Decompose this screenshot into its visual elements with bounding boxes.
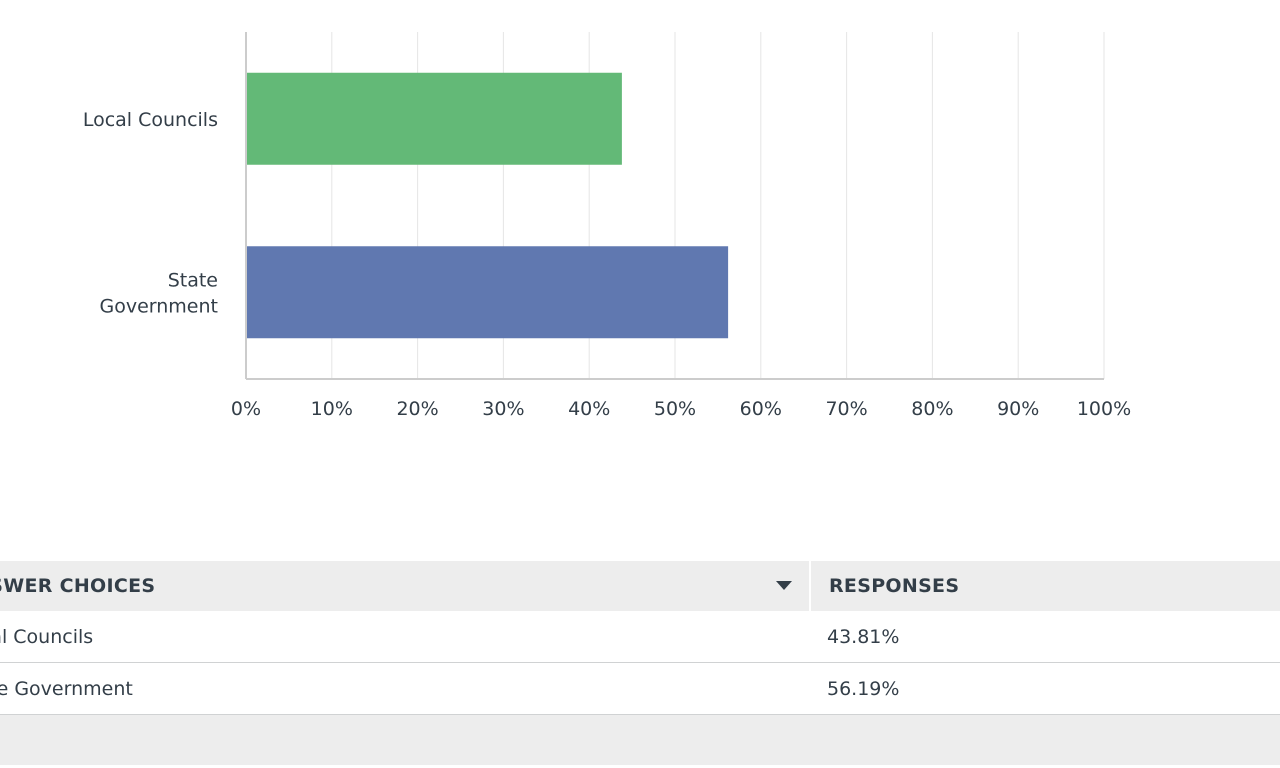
table-footer-row <box>0 715 1280 765</box>
x-tick-label: 60% <box>740 398 782 420</box>
choice-cell: State Government <box>0 663 807 714</box>
x-tick-label: 30% <box>482 398 524 420</box>
category-label: Local Councils <box>83 109 218 131</box>
x-tick-label: 80% <box>911 398 953 420</box>
response-cell: 56.19% <box>827 677 900 700</box>
category-label: State <box>168 269 218 291</box>
table-row: State Government 56.19% <box>0 663 1280 715</box>
x-tick-label: 40% <box>568 398 610 420</box>
x-tick-label: 10% <box>311 398 353 420</box>
x-tick-label: 70% <box>825 398 867 420</box>
table-header-row: ANSWER CHOICES RESPONSES <box>0 561 1280 611</box>
x-tick-label: 0% <box>231 398 261 420</box>
bar[interactable] <box>246 72 622 165</box>
bars <box>246 72 729 339</box>
category-labels: Local Councils State Government <box>83 109 218 318</box>
x-tick-labels: 0% 10% 20% 30% 40% 50% 60% 70% 80% 90% 100% <box>231 398 1131 420</box>
axes <box>245 32 1104 380</box>
category-label: Government <box>100 295 219 317</box>
choice-text: Local Councils <box>0 625 94 648</box>
answer-choices-header[interactable]: ANSWER CHOICES <box>0 561 807 611</box>
responses-header[interactable]: RESPONSES <box>809 561 1280 611</box>
sort-down-icon[interactable] <box>776 581 792 590</box>
x-tick-label: 50% <box>654 398 696 420</box>
table-row: Local Councils 43.81% <box>0 611 1280 663</box>
x-tick-label: 90% <box>997 398 1039 420</box>
response-cell: 43.81% <box>827 625 900 648</box>
bar[interactable] <box>246 246 729 339</box>
choice-cell: Local Councils <box>0 611 807 662</box>
x-tick-label: 20% <box>396 398 438 420</box>
bar-chart: Local Councils State Government 0% 10% 20% 30… <box>83 32 1131 420</box>
responses-table: ANSWER CHOICES RESPONSES Local Councils … <box>0 561 1280 765</box>
x-tick-label: 100% <box>1077 398 1131 420</box>
answer-choices-header-label: ANSWER CHOICES <box>0 575 156 597</box>
choice-text: State Government <box>0 677 133 700</box>
